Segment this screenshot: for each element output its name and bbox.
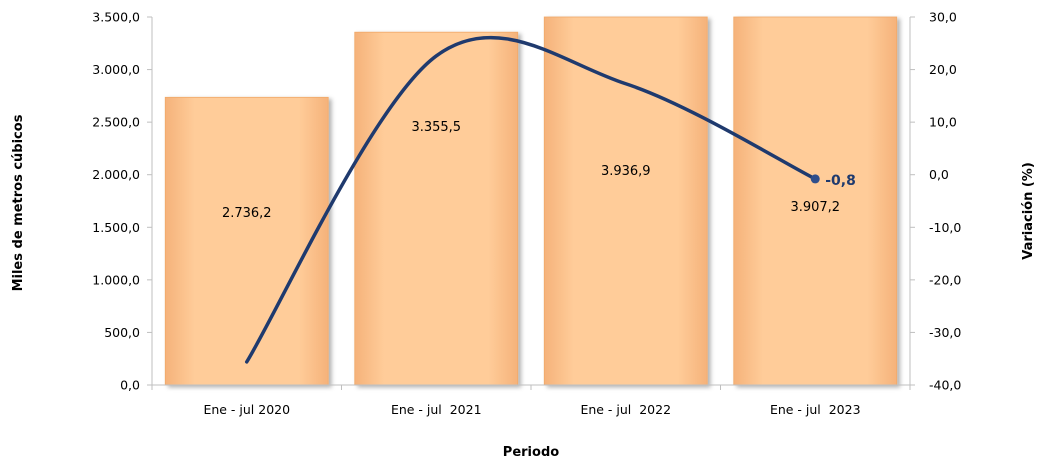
bar-value-label-2: 3.355,5 [411,120,461,135]
y-axis-left-title: Miles de metros cúbicos [11,114,26,291]
bar-4 [733,16,898,386]
right-tick-label-3: -10,0 [929,220,961,235]
bar-1 [164,96,329,386]
left-tick-label-1: 500,0 [104,325,140,340]
x-tick-label-2: Ene - jul 2021 [391,402,482,417]
right-tick-label-2: -20,0 [929,272,961,287]
variation-last-point-label: -0,8 [825,173,856,189]
variation-last-point-marker [810,174,820,184]
right-tick-label-0: -40,0 [929,378,961,393]
right-tick-label-4: 0,0 [929,167,949,182]
bar-2 [354,31,519,386]
y-axis-right-title: Variación (%) [1021,162,1036,260]
left-tick-label-0: 0,0 [120,378,140,393]
left-tick-label-5: 2.500,0 [92,115,140,130]
left-tick-label-7: 3.500,0 [92,10,140,25]
bar-value-label-1: 2.736,2 [222,206,272,221]
left-tick-label-2: 1.000,0 [92,272,140,287]
right-y-ticks: -40,0 -30,0 -20,0 -10,0 0,0 10,0 20,0 30,0 [910,10,961,393]
right-tick-label-7: 30,0 [929,10,957,25]
bar-labels-group: 2.736,2 3.355,5 3.936,9 3.907,2 [222,120,840,221]
x-tick-label-3: Ene - jul 2022 [580,402,671,417]
left-tick-label-4: 2.000,0 [92,167,140,182]
right-tick-label-1: -30,0 [929,325,961,340]
left-y-ticks: 0,0 500,0 1.000,0 1.500,0 2.000,0 2.500,0 3.00… [92,10,152,393]
x-tick-label-1: Ene - jul 2020 [203,402,290,417]
x-axis-title: Periodo [503,445,559,460]
right-tick-label-6: 20,0 [929,62,957,77]
x-tick-label-4: Ene - jul 2023 [770,402,861,417]
bars-group [164,16,898,386]
bar-value-label-3: 3.936,9 [601,164,651,179]
left-tick-label-6: 3.000,0 [92,62,140,77]
bar-3 [543,16,708,386]
bar-value-label-4: 3.907,2 [790,200,840,215]
x-ticks: Ene - jul 2020 Ene - jul 2021 Ene - jul 20… [151,385,911,417]
right-tick-label-5: 10,0 [929,115,957,130]
variation-line [245,35,817,364]
left-tick-label-3: 1.500,0 [92,220,140,235]
